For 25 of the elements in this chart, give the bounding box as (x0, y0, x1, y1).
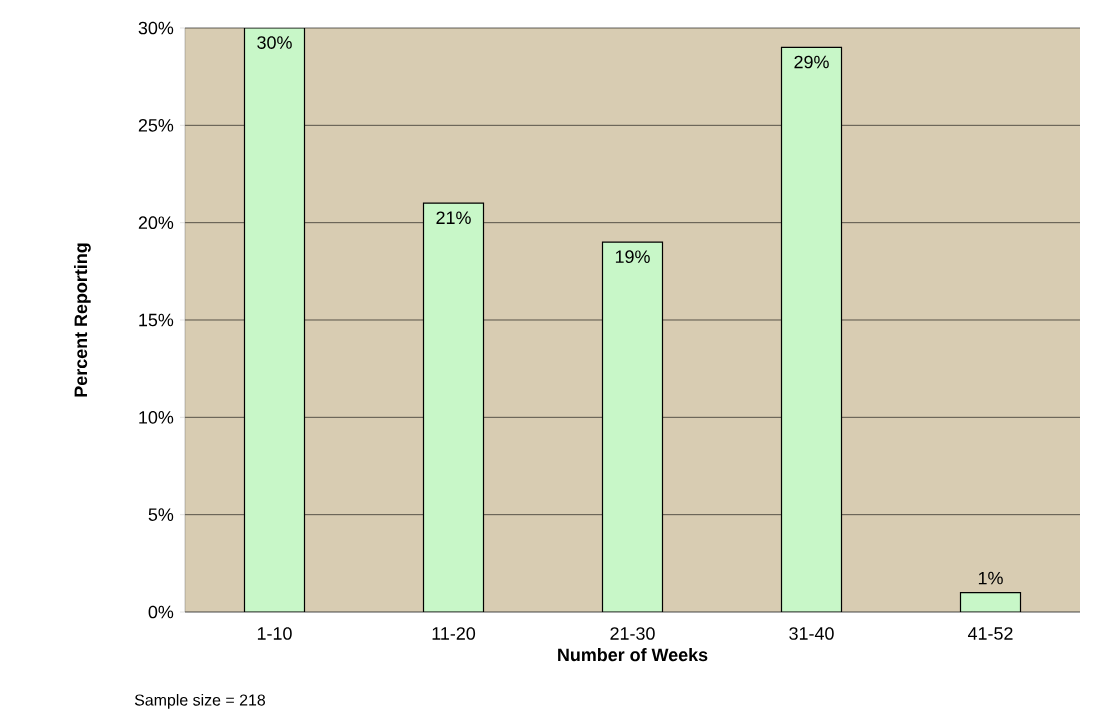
y-axis-title: Percent Reporting (73, 243, 91, 397)
bar (959, 591, 1022, 612)
x-tick-label: 41-52 (967, 627, 1013, 640)
x-tick-label: 11-20 (432, 627, 476, 640)
text: Sample size = 218 (134, 693, 266, 709)
bar (422, 202, 485, 612)
y-tick-label: 10% (139, 410, 174, 424)
y-tick-label: 15% (139, 313, 174, 327)
x-tick-label: 1-10 (257, 627, 292, 640)
bar (601, 241, 664, 612)
data-label: 19% (615, 250, 650, 264)
x-tick-label: 21-30 (610, 627, 655, 640)
y-tick-label: 25% (138, 118, 174, 132)
bar (780, 46, 843, 612)
data-label: 21% (436, 211, 471, 225)
y-tick-label: 30% (138, 21, 174, 35)
data-label: 1% (978, 571, 1003, 585)
y-tick-label: 5% (148, 508, 174, 521)
data-label: 29% (794, 55, 829, 69)
y-tick-label: 0% (148, 605, 174, 619)
data-label: 30% (257, 36, 292, 49)
x-tick-label: 31-40 (789, 627, 834, 640)
x-axis-title: Number of Weeks (558, 648, 708, 662)
y-tick-label: 20% (138, 216, 174, 230)
bar (243, 27, 306, 612)
